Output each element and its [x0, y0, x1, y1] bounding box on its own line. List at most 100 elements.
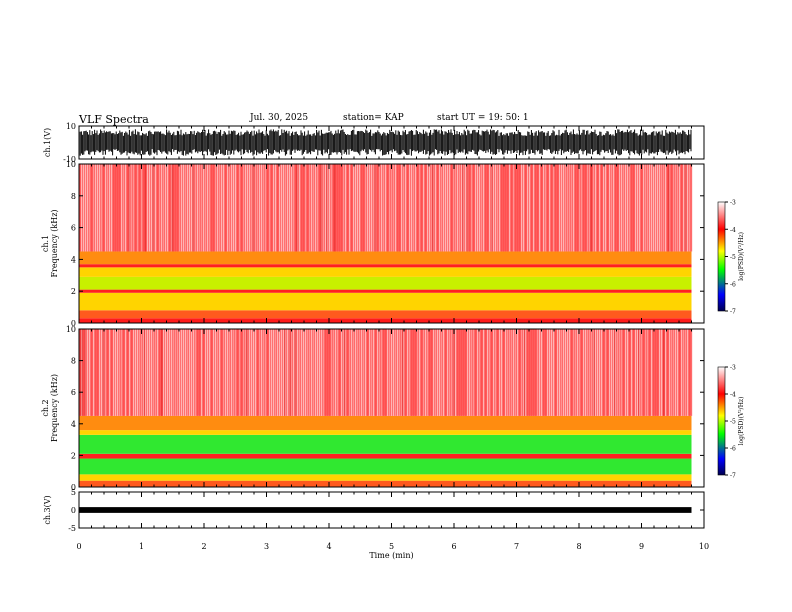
spectrogram-texture-column: [613, 164, 615, 252]
spectrogram-texture-column: [115, 164, 117, 252]
spectrogram-texture-column: [657, 329, 659, 416]
spectrogram-texture-column: [497, 329, 499, 416]
spectrogram-texture-column: [163, 164, 165, 252]
spectrogram-streak: [320, 164, 322, 252]
spectrogram-texture-column: [411, 329, 413, 416]
spectrogram-texture-column: [671, 164, 673, 252]
spectrogram-texture-column: [275, 329, 277, 416]
spectrogram-texture-column: [173, 164, 175, 252]
spectrogram-texture-column: [251, 329, 253, 416]
spectrogram-texture-column: [81, 164, 83, 252]
spectrogram-texture-column: [361, 329, 363, 416]
spectrogram-texture-column: [203, 164, 205, 252]
spectrogram-texture-column: [655, 329, 657, 416]
spectrogram-texture-column: [191, 164, 193, 252]
spectrogram-texture-column: [417, 164, 419, 252]
spectrogram-texture-column: [219, 164, 221, 252]
spectrogram-streak: [523, 329, 526, 416]
spectrogram-texture-column: [505, 164, 507, 252]
spectrogram-texture-column: [307, 329, 309, 416]
spectrogram-texture-column: [387, 164, 389, 252]
y-tick-label: -5: [68, 524, 76, 533]
spectrogram-texture-column: [111, 329, 113, 416]
y-axis-label-frequency: Frequency (kHz): [50, 209, 59, 277]
x-tick-label: 7: [514, 542, 519, 551]
spectrogram-texture-column: [467, 329, 469, 416]
spectrogram-texture-column: [275, 164, 277, 252]
spectrogram-texture-column: [485, 164, 487, 252]
spectrogram-texture-column: [637, 329, 639, 416]
spectrogram-streak: [684, 164, 687, 252]
spectrogram-texture-column: [403, 329, 405, 416]
spectrogram-texture-column: [613, 329, 615, 416]
spectrogram-texture-column: [365, 329, 367, 416]
spectrogram-texture-column: [211, 164, 213, 252]
y-tick-label: 10: [66, 325, 76, 334]
spectrogram-texture-column: [287, 329, 289, 416]
spectrogram-texture-column: [403, 164, 405, 252]
spectrogram-texture-column: [107, 164, 109, 252]
spectrogram-texture-column: [665, 329, 667, 416]
spectrogram-texture-column: [653, 164, 655, 252]
spectrogram-texture-column: [331, 164, 333, 252]
spectrogram-texture-column: [579, 329, 581, 416]
spectrogram-texture-column: [427, 164, 429, 252]
colorbar-tick-label: -3: [730, 200, 736, 207]
spectrogram-texture-column: [405, 329, 407, 416]
spectrogram-texture-column: [299, 164, 301, 252]
spectrogram-texture-column: [319, 164, 321, 252]
spectrogram-texture-column: [117, 164, 119, 252]
spectrogram-texture-column: [455, 329, 457, 416]
spectrogram-texture-column: [385, 329, 387, 416]
spectrogram-streak: [81, 329, 84, 416]
spectrogram-texture-column: [669, 164, 671, 252]
spectrogram-texture-column: [457, 329, 459, 416]
spectrogram-texture-column: [677, 164, 679, 252]
spectrogram-texture-column: [303, 164, 305, 252]
spectrogram-texture-column: [149, 329, 151, 416]
spectrogram-texture-column: [653, 329, 655, 416]
y-tick-label: 10: [66, 122, 76, 131]
spectrogram-texture-column: [589, 164, 591, 252]
y-tick-label: -10: [63, 155, 76, 164]
spectrogram-texture-column: [87, 164, 89, 252]
spectrogram-texture-column: [321, 329, 323, 416]
spectrogram-texture-column: [261, 329, 263, 416]
waveform-trace: [78, 129, 692, 156]
spectrogram-texture-column: [571, 329, 573, 416]
spectrogram-texture-column: [623, 329, 625, 416]
spectrogram-texture-column: [615, 164, 617, 252]
spectrogram-texture-column: [103, 329, 105, 416]
spectrogram-texture-column: [119, 164, 121, 252]
spectrogram-texture-column: [519, 329, 521, 416]
spectrogram-texture-column: [187, 329, 189, 416]
spectrogram-texture-column: [691, 329, 693, 416]
spectrogram-streak: [252, 164, 255, 252]
spectrogram-texture-column: [343, 164, 345, 252]
spectrogram-texture-column: [667, 164, 669, 252]
spectrogram-texture-column: [291, 164, 293, 252]
spectrogram-texture-column: [269, 164, 271, 252]
spectrogram-texture-column: [357, 164, 359, 252]
spectrogram-texture-column: [469, 164, 471, 252]
spectrogram-texture-column: [399, 329, 401, 416]
spectrogram-texture-column: [243, 329, 245, 416]
spectrogram-texture-column: [229, 164, 231, 252]
spectrogram-texture-column: [161, 164, 163, 252]
spectrogram-texture-column: [257, 329, 259, 416]
spectrogram-texture-column: [421, 329, 423, 416]
spectrogram-texture-column: [349, 164, 351, 252]
spectrogram-texture-column: [345, 329, 347, 416]
x-tick-label: 2: [201, 542, 206, 551]
spectrogram-texture-column: [587, 329, 589, 416]
spectrogram-texture-column: [619, 164, 621, 252]
spectrogram-texture-column: [561, 164, 563, 252]
spectrogram-texture-column: [181, 329, 183, 416]
spectrogram-texture-column: [457, 164, 459, 252]
spectrogram-texture-column: [443, 164, 445, 252]
spectrogram-texture-column: [401, 164, 403, 252]
spectrogram-texture-column: [369, 164, 371, 252]
spectrogram-texture-column: [133, 164, 135, 252]
spectrogram-texture-column: [193, 164, 195, 252]
spectrogram-texture-column: [493, 164, 495, 252]
